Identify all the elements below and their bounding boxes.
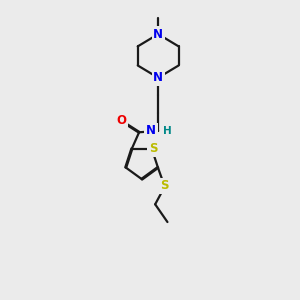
Text: N: N xyxy=(153,28,163,40)
Text: S: S xyxy=(160,179,169,192)
Text: N: N xyxy=(146,124,156,137)
Text: N: N xyxy=(153,71,163,84)
Text: S: S xyxy=(149,142,158,155)
Text: H: H xyxy=(163,126,172,136)
Text: O: O xyxy=(116,113,126,127)
